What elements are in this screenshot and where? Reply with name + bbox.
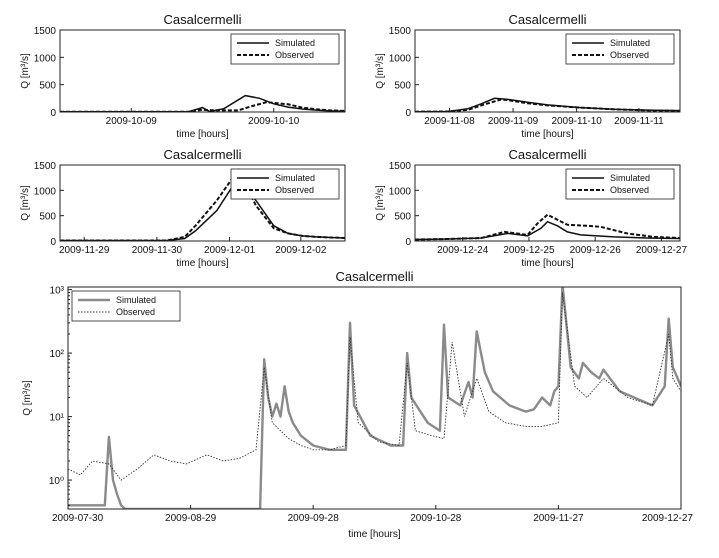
y-tick-label: 10⁰	[49, 476, 64, 487]
y-tick-label: 1000	[34, 53, 57, 64]
y-axis-label: Q [m³/s]	[20, 53, 31, 89]
y-axis-label: Q [m³/s]	[22, 380, 33, 416]
plot-frame	[59, 29, 346, 113]
x-axis-label: time [hours]	[348, 529, 400, 540]
y-tick-label: 10¹	[50, 413, 65, 424]
x-tick-label: 2009-12-26	[570, 245, 622, 256]
chart-4: Casalcermelli 0 500 1000 1500 2009-12-24 2009-…	[375, 147, 687, 269]
series-line-simulated	[415, 220, 680, 241]
legend-box	[71, 290, 181, 322]
x-tick-label: 2009-12-01	[204, 245, 256, 256]
legend-label-observed: Observed	[275, 50, 314, 60]
legend-label-simulated: Simulated	[610, 38, 650, 48]
chart-3: Casalcermelli 0 500 1000 1500 2009-11-29 2009-…	[20, 147, 346, 269]
y-tick-label: 1500	[389, 161, 412, 172]
x-tick-label: 2009-09-28	[288, 513, 340, 524]
y-tick-label: 10²	[50, 349, 65, 360]
legend-label-simulated: Simulated	[116, 295, 156, 305]
plot-frame	[414, 164, 681, 242]
y-axis-label: Q [m³/s]	[375, 185, 386, 221]
x-tick-label: 2009-11-27	[533, 513, 584, 524]
x-tick-label: 2009-11-30	[132, 245, 183, 256]
legend-label-observed: Observed	[610, 50, 649, 60]
y-tick-label: 1500	[389, 26, 412, 37]
y-tick-label: 1500	[34, 26, 57, 37]
y-tick-label: 10³	[50, 286, 65, 297]
chart-title: Casalcermelli	[508, 12, 586, 27]
x-tick-label: 2009-10-09	[106, 116, 158, 127]
chart-5: Casalcermelli 10⁰ 10¹ 10² 10³ 2009-07-30 2009-…	[22, 269, 693, 540]
chart-title: Casalcermelli	[163, 12, 241, 27]
series-line-observed	[415, 213, 680, 241]
y-tick-label: 0	[405, 237, 411, 248]
legend-label-simulated: Simulated	[275, 173, 315, 183]
x-tick-label: 2009-10-10	[248, 116, 300, 127]
plot-frame	[414, 29, 681, 113]
x-tick-label: 2009-12-27	[642, 513, 694, 524]
series-line-observed	[415, 98, 680, 112]
legend-label-simulated: Simulated	[275, 38, 315, 48]
y-axis-label: Q [m³/s]	[375, 53, 386, 89]
x-tick-label: 2009-12-24	[437, 245, 489, 256]
legend-box	[230, 33, 340, 65]
x-tick-label: 2009-12-27	[636, 245, 688, 256]
legend-box	[565, 33, 675, 65]
chart-title: Casalcermelli	[163, 147, 241, 162]
x-tick-label: 2009-11-29	[59, 245, 110, 256]
x-tick-label: 2009-11-09	[488, 116, 539, 127]
x-tick-label: 2009-11-11	[614, 116, 664, 127]
plot-frame	[67, 286, 682, 510]
y-tick-label: 1500	[34, 161, 57, 172]
legend-label-observed: Observed	[610, 185, 649, 195]
legend-label-simulated: Simulated	[610, 173, 650, 183]
y-axis-label: Q [m³/s]	[20, 185, 31, 221]
x-axis-label: time [hours]	[176, 258, 228, 269]
legend: Simulated Observed	[71, 290, 181, 322]
y-tick-label: 0	[405, 108, 411, 119]
y-tick-label: 500	[39, 212, 56, 223]
x-axis-label: time [hours]	[521, 129, 573, 140]
x-axis-label: time [hours]	[176, 129, 228, 140]
x-tick-label: 2009-08-29	[165, 513, 217, 524]
series-line-simulated	[60, 176, 345, 241]
legend-box	[565, 168, 675, 200]
y-tick-label: 500	[394, 81, 411, 92]
x-tick-label: 2009-12-02	[275, 245, 327, 256]
x-axis-label: time [hours]	[521, 258, 573, 269]
series-line-observed	[68, 292, 681, 481]
x-tick-label: 2009-10-28	[410, 513, 462, 524]
legend: Simulated Observed	[565, 168, 675, 200]
y-tick-label: 500	[394, 212, 411, 223]
legend: Simulated Observed	[230, 33, 340, 65]
chart-1: Casalcermelli 0 500 1000 1500 2009-10-09 2009-…	[20, 12, 346, 140]
x-tick-label: 2009-11-10	[551, 116, 602, 127]
x-tick-label: 2009-11-08	[424, 116, 475, 127]
legend: Simulated Observed	[230, 168, 340, 200]
y-tick-label: 1000	[389, 186, 412, 197]
chart-title: Casalcermelli	[508, 147, 586, 162]
x-tick-label: 2009-07-30	[52, 513, 104, 524]
legend-label-observed: Observed	[116, 307, 155, 317]
series-line-simulated	[60, 94, 345, 112]
legend-box	[230, 168, 340, 200]
legend: Simulated Observed	[565, 33, 675, 65]
chart-2: Casalcermelli 0 500 1000 1500 2009-11-08 2009-…	[375, 12, 681, 140]
y-tick-label: 0	[50, 237, 56, 248]
y-tick-label: 500	[39, 81, 56, 92]
plot-frame	[59, 164, 346, 242]
y-tick-label: 1000	[389, 53, 412, 64]
legend-label-observed: Observed	[275, 185, 314, 195]
y-tick-label: 1000	[34, 186, 57, 197]
x-tick-label: 2009-12-25	[503, 245, 555, 256]
chart-title: Casalcermelli	[335, 269, 413, 284]
y-tick-label: 0	[50, 108, 56, 119]
